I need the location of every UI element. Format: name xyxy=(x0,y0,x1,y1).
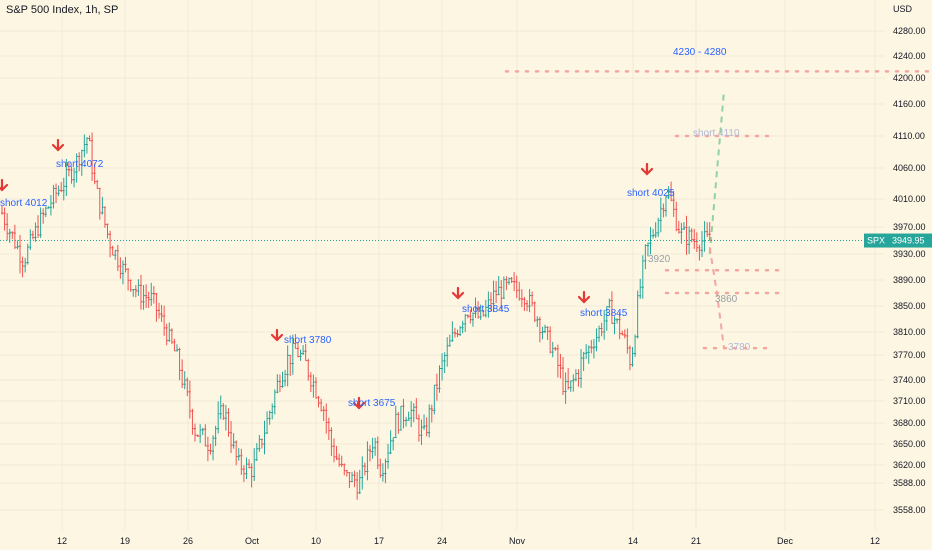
annotations: short 4072 short 4012 short 3780 short 3675… xyxy=(0,47,751,410)
y-tick-label: 4160.00 xyxy=(893,99,926,109)
time-axis[interactable]: 12 19 26 Oct 10 17 24 Nov 14 21 Dec 12 xyxy=(57,536,880,546)
y-tick-label: 3650.00 xyxy=(893,439,926,449)
y-tick-label: 4200.00 xyxy=(893,73,926,83)
symbol-label: SPX xyxy=(867,236,885,246)
y-tick-label: 4240.00 xyxy=(893,51,926,61)
x-tick-label: 10 xyxy=(311,536,321,546)
price-axis[interactable]: USD 3558.00 3588.00 3620.00 3650.00 3680.00 3… xyxy=(893,4,926,515)
y-tick-label: 4110.00 xyxy=(893,131,925,141)
price-box xyxy=(888,233,932,248)
y-tick-label: 3588.00 xyxy=(893,478,926,488)
chart-title: S&P 500 Index, 1h, SP xyxy=(6,4,119,16)
x-tick-label: 19 xyxy=(120,536,130,546)
y-tick-label: 3710.00 xyxy=(893,396,926,406)
y-tick-label: 3970.00 xyxy=(893,222,926,232)
down-arrow-icon xyxy=(0,178,9,192)
y-tick-label: 3850.00 xyxy=(893,301,926,311)
y-tick-label: 4060.00 xyxy=(893,163,926,173)
x-tick-label: 26 xyxy=(183,536,193,546)
y-tick-label: 3680.00 xyxy=(893,418,926,428)
y-tick-label: 3770.00 xyxy=(893,350,926,360)
down-arrow-icon xyxy=(51,138,65,152)
down-arrow-icon xyxy=(270,328,284,342)
x-tick-label: 21 xyxy=(691,536,701,546)
x-tick-label: Dec xyxy=(777,536,794,546)
down-arrow-icon xyxy=(451,286,465,300)
y-tick-label: 4280.00 xyxy=(893,26,926,36)
x-tick-label: 14 xyxy=(628,536,638,546)
currency-label: USD xyxy=(893,4,913,14)
down-arrow-icon xyxy=(577,290,591,304)
last-price-label: 3949.95 xyxy=(892,236,925,246)
y-tick-label: 3930.00 xyxy=(893,249,926,259)
annotation-label: 4230 - 4280 xyxy=(673,47,727,58)
annotation-label: short 3845 xyxy=(462,304,510,315)
symbol-box xyxy=(864,233,888,248)
target-levels xyxy=(504,70,932,350)
x-tick-label: 12 xyxy=(870,536,880,546)
y-tick-label: 3890.00 xyxy=(893,275,926,285)
horizontal-grid xyxy=(0,30,885,511)
down-arrow-icon xyxy=(352,396,366,410)
annotation-label: short 3780 xyxy=(284,335,332,346)
annotation-label: short 3845 xyxy=(580,308,628,319)
annotation-label: short 4072 xyxy=(56,159,104,170)
annotation-label: short 4025 xyxy=(627,188,675,199)
x-tick-label: 12 xyxy=(57,536,67,546)
annotation-label: 3860 xyxy=(715,294,738,305)
annotation-label: short 4012 xyxy=(0,198,48,209)
vertical-grid xyxy=(61,0,876,530)
bearish-projection-line xyxy=(708,247,725,349)
x-tick-label: Oct xyxy=(245,536,260,546)
y-tick-label: 4010.00 xyxy=(893,194,926,204)
annotation-label: 3920 xyxy=(648,254,671,265)
y-tick-label: 3558.00 xyxy=(893,505,926,515)
bullish-projection-line xyxy=(708,90,725,255)
annotation-label: 3780 xyxy=(728,342,751,353)
x-tick-label: Nov xyxy=(509,536,526,546)
projection-lines xyxy=(708,90,725,349)
annotation-label: short 4110 xyxy=(693,128,740,139)
y-tick-label: 3740.00 xyxy=(893,375,926,385)
y-tick-label: 3620.00 xyxy=(893,460,926,470)
annotation-label: short 3675 xyxy=(348,398,396,409)
y-tick-label: 3810.00 xyxy=(893,327,926,337)
x-tick-label: 17 xyxy=(374,536,384,546)
last-price-badge: SPX 3949.95 xyxy=(864,233,932,248)
x-tick-label: 24 xyxy=(437,536,447,546)
candles xyxy=(1,132,712,500)
down-arrow-icon xyxy=(640,162,654,176)
